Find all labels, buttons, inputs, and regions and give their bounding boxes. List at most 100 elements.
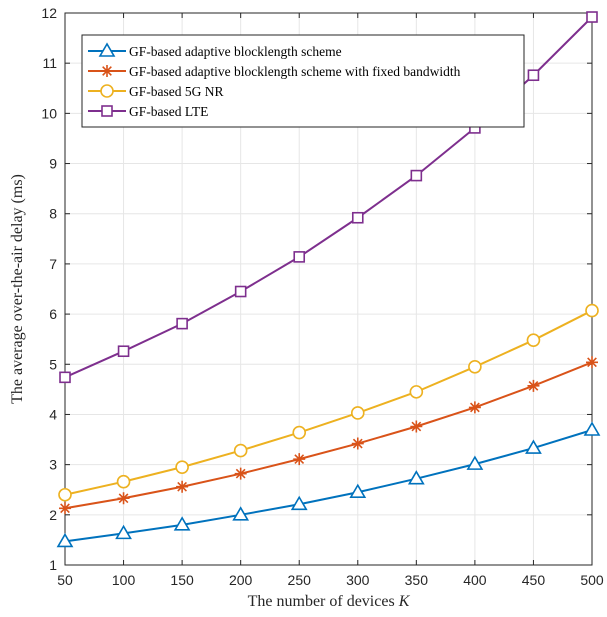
- legend-box: [81, 34, 525, 128]
- series-4-point: [293, 251, 306, 263]
- series-1-point: [583, 421, 601, 436]
- x-axis-variable: K: [398, 593, 411, 610]
- asterisk-strokes: [410, 420, 423, 433]
- series-3: [58, 303, 599, 502]
- legend-swatch-marker: [101, 65, 113, 77]
- y-tick-label: 12: [41, 5, 57, 21]
- series-1-point: [525, 439, 542, 454]
- series-3-point: [468, 359, 482, 374]
- plot-area-frame: [64, 12, 593, 566]
- y-tick-label: 7: [49, 256, 57, 272]
- series-4-point: [586, 11, 598, 23]
- series-4-point: [59, 371, 71, 384]
- series-1-line: [64, 429, 593, 543]
- legend: GF-based adaptive blocklength scheme GF-b…: [81, 34, 525, 128]
- y-tick-label: 5: [49, 356, 57, 372]
- legend-label: GF-based adaptive blocklength scheme wit…: [129, 64, 461, 79]
- series-4-point: [176, 317, 188, 330]
- series-2-point: [234, 467, 247, 480]
- legend-swatch-marker: [98, 42, 116, 57]
- x-tick-label: 250: [288, 572, 312, 588]
- series-4-point: [527, 69, 540, 82]
- series-3-point: [233, 443, 248, 458]
- series-3-point: [58, 487, 72, 502]
- legend-swatch-marker: [101, 105, 113, 117]
- series-2-point: [59, 502, 71, 515]
- asterisk-strokes: [527, 379, 540, 392]
- series-4-point: [234, 285, 247, 298]
- legend-item-3: GF-based 5G NR: [88, 84, 224, 99]
- asterisk-strokes: [234, 467, 247, 480]
- series-1-point: [232, 506, 250, 521]
- series-3-point: [585, 303, 599, 318]
- legend-label: GF-based adaptive blocklength scheme: [129, 44, 342, 59]
- series-3-point: [350, 406, 365, 420]
- series-1-point: [407, 470, 425, 485]
- asterisk-strokes: [117, 492, 130, 505]
- series-1-point: [56, 532, 74, 548]
- series-3-point: [526, 333, 541, 347]
- legend-label: GF-based 5G NR: [129, 84, 224, 99]
- series-4-point: [410, 169, 423, 182]
- asterisk-strokes: [468, 401, 481, 414]
- series-4-point: [117, 345, 130, 358]
- y-tick-label: 1: [49, 557, 57, 573]
- legend-item-1: GF-based adaptive blocklength scheme: [88, 42, 342, 59]
- series-1-point: [349, 483, 367, 499]
- series-1-point: [290, 495, 308, 511]
- x-tick-label: 300: [346, 572, 370, 588]
- series-1-point: [466, 455, 484, 470]
- series-2: [59, 356, 598, 515]
- legend-item-2: GF-based adaptive blocklength scheme wit…: [88, 64, 461, 79]
- series-1-point: [115, 524, 132, 540]
- asterisk-strokes: [59, 502, 71, 515]
- series-2-point: [351, 437, 364, 450]
- y-tick-label: 6: [49, 306, 57, 322]
- y-tick-label: 2: [49, 507, 57, 523]
- series-2-point: [117, 492, 130, 505]
- series-2-point: [527, 379, 540, 392]
- x-tick-label: 400: [463, 572, 487, 588]
- series-3-point: [292, 425, 307, 440]
- x-tick-label: 450: [522, 572, 546, 588]
- series-2-point: [468, 401, 481, 414]
- x-tick-label: 100: [112, 572, 136, 588]
- asterisk-strokes: [293, 453, 306, 466]
- series-2-point: [293, 453, 306, 466]
- series-2-line: [64, 361, 593, 510]
- axis-ticks: 50 100 150 200 250 300 350 400 450 50012345678910…: [41, 5, 603, 588]
- series-2-point: [586, 356, 598, 369]
- legend-swatch-marker: [100, 84, 114, 98]
- asterisk-strokes: [101, 65, 113, 77]
- asterisk-strokes: [586, 356, 598, 369]
- x-tick-label: 150: [170, 572, 194, 588]
- y-axis-title: The average over-the-air delay (ms): [9, 174, 26, 404]
- legend-item-4: GF-based LTE: [88, 104, 208, 119]
- x-axis-title: The number of devices K: [248, 593, 411, 610]
- series-1: [56, 421, 601, 548]
- x-tick-label: 350: [405, 572, 429, 588]
- series-2-point: [176, 480, 189, 493]
- series-3-point: [409, 385, 424, 399]
- asterisk-strokes: [176, 480, 189, 493]
- y-tick-label: 9: [49, 156, 57, 172]
- y-tick-label: 11: [42, 55, 57, 71]
- y-tick-label: 8: [49, 206, 57, 222]
- y-tick-label: 10: [41, 105, 57, 121]
- asterisk-strokes: [351, 437, 364, 450]
- series-layer: [56, 11, 601, 548]
- series-3-point: [116, 474, 131, 489]
- legend-label: GF-based LTE: [129, 104, 208, 119]
- y-tick-label: 4: [49, 406, 57, 422]
- x-tick-label: 50: [57, 572, 73, 588]
- series-1-point: [173, 516, 191, 531]
- y-tick-label: 3: [49, 457, 57, 473]
- x-axis-title-text: The number of devices: [248, 593, 395, 610]
- series-3-point: [175, 460, 189, 474]
- x-tick-label: 500: [580, 572, 604, 588]
- x-tick-label: 200: [229, 572, 253, 588]
- series-2-point: [410, 420, 423, 433]
- series-3-line: [64, 309, 593, 496]
- series-4-point: [351, 211, 364, 224]
